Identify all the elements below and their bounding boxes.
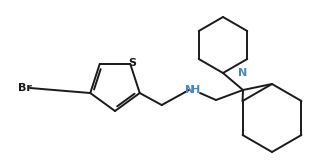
Text: S: S xyxy=(128,58,136,68)
Text: H: H xyxy=(191,85,201,95)
Text: Br: Br xyxy=(18,83,32,93)
Text: N: N xyxy=(239,68,248,78)
Text: N: N xyxy=(185,85,195,95)
